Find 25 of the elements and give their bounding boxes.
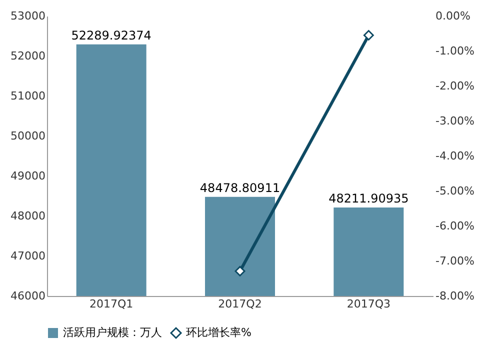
y-tick-label: 47000: [10, 250, 46, 262]
legend-label: 活跃用户规模：万人: [63, 326, 162, 339]
data-label: 52289.92374: [71, 28, 152, 42]
y-tick-label: 51000: [10, 90, 46, 102]
y-tick-label: 48000: [10, 210, 46, 222]
y2-tick-label: -6.00%: [436, 220, 474, 232]
legend-label: 环比增长率%: [186, 326, 252, 339]
x-tick-label: 2017Q3: [346, 298, 390, 310]
y-tick-label: 49000: [10, 170, 46, 182]
y2-tick-label: -3.00%: [436, 114, 474, 128]
data-label: 48211.90935: [328, 192, 409, 206]
x-tick-label: 2017Q1: [90, 298, 134, 310]
y-tick-label: 52000: [10, 50, 46, 62]
y2-tick-label: -1.00%: [436, 44, 474, 58]
y2-tick-label: -4.00%: [436, 150, 474, 162]
y2-tick-label: -7.00%: [436, 254, 474, 268]
data-label: 48478.80911: [200, 180, 280, 195]
x-tick-label: 2017Q2: [218, 298, 262, 310]
y2-tick-label: -5.00%: [436, 184, 474, 198]
y-tick-label: 50000: [10, 130, 46, 142]
y2-tick-label: 0.00%: [436, 10, 470, 22]
y2-tick-label: -2.00%: [436, 80, 474, 92]
y2-tick-label: -8.00%: [436, 290, 474, 302]
y-tick-label: 46000: [10, 290, 46, 302]
y-tick-label: 53000: [10, 10, 46, 22]
